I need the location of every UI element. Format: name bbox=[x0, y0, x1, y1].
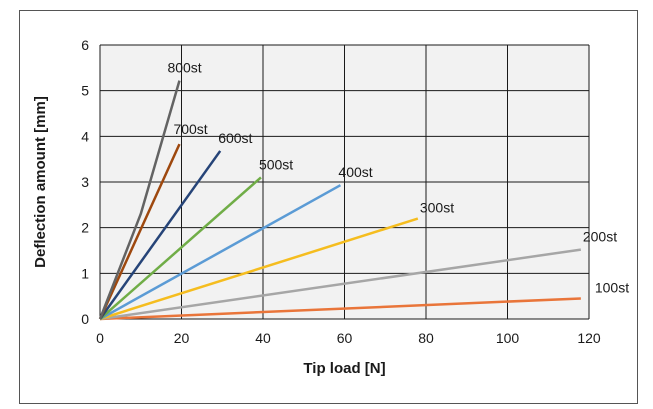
series-line-300st bbox=[99, 217, 419, 321]
series-line-700st bbox=[98, 143, 181, 320]
x-tick-label: 100 bbox=[496, 330, 520, 346]
series-label-800st: 800st bbox=[167, 60, 201, 76]
y-tick-label: 6 bbox=[81, 37, 89, 53]
series-line-800st bbox=[98, 80, 181, 320]
y-tick-label: 2 bbox=[81, 220, 89, 236]
x-tick-label: 40 bbox=[255, 330, 271, 346]
series-line-500st bbox=[99, 176, 262, 320]
series-line-600st bbox=[98, 150, 222, 320]
series-label-400st: 400st bbox=[338, 164, 372, 180]
y-tick-label: 5 bbox=[81, 83, 89, 99]
series-label-100st: 100st bbox=[595, 279, 629, 295]
y-axis-title: Deflection amount [mm] bbox=[32, 96, 49, 268]
y-tick-label: 4 bbox=[81, 128, 89, 144]
y-tick-label: 1 bbox=[81, 265, 89, 281]
series-label-700st: 700st bbox=[173, 121, 207, 137]
series-lines: 100st 200st 300st 400st 500st 600st 700st 800st bbox=[98, 60, 629, 321]
y-tick-label: 3 bbox=[81, 174, 89, 190]
x-tick-label: 0 bbox=[96, 330, 104, 346]
series-label-300st: 300st bbox=[420, 200, 454, 216]
series-line-100st bbox=[99, 297, 581, 321]
series-line-400st bbox=[99, 184, 342, 321]
tick-labels: 0 20 40 60 80 100 120 0 1 2 3 4 5 6 bbox=[81, 37, 601, 346]
series-label-500st: 500st bbox=[259, 156, 293, 172]
series-line-200st bbox=[99, 248, 582, 321]
x-tick-label: 120 bbox=[577, 330, 601, 346]
x-tick-label: 60 bbox=[337, 330, 353, 346]
y-tick-label: 0 bbox=[81, 311, 89, 327]
series-label-200st: 200st bbox=[583, 229, 617, 245]
chart-svg: 100st 200st 300st 400st 500st 600st 700st 800st… bbox=[32, 37, 629, 377]
chart-frame: 100st 200st 300st 400st 500st 600st 700st 800st… bbox=[19, 10, 638, 404]
x-axis-title: Tip load [N] bbox=[303, 360, 385, 377]
x-tick-label: 80 bbox=[418, 330, 434, 346]
x-tick-label: 20 bbox=[174, 330, 190, 346]
series-label-600st: 600st bbox=[218, 130, 252, 146]
